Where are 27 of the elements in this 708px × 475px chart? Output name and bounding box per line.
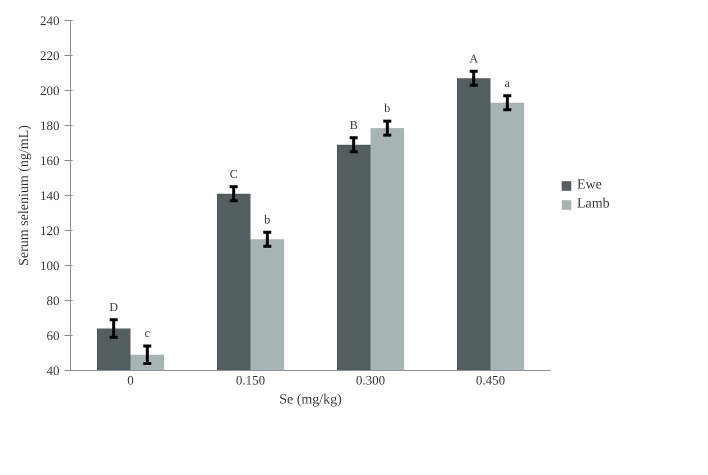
data-label: D xyxy=(109,300,118,314)
data-label: b xyxy=(384,101,390,116)
data-label: c xyxy=(144,326,150,340)
y-tick-label: 160 xyxy=(40,153,60,168)
y-axis-title: Serum selenium (ng/mL) xyxy=(17,124,32,266)
legend-label: Lamb xyxy=(577,196,610,212)
data-label: B xyxy=(350,118,358,132)
y-tick-label: 60 xyxy=(46,328,60,343)
data-label: A xyxy=(469,51,478,66)
data-label: C xyxy=(230,166,238,181)
x-tick-label: 0 xyxy=(127,372,134,388)
data-label: b xyxy=(264,212,270,226)
y-tick-label: 100 xyxy=(40,258,60,273)
y-tick-label: 200 xyxy=(40,83,60,98)
data-label: a xyxy=(504,76,511,90)
y-tick-label: 140 xyxy=(40,188,60,203)
legend-label: Ewe xyxy=(577,178,602,194)
y-tick-label: 220 xyxy=(40,48,60,63)
y-tick-label: 240 xyxy=(40,13,60,28)
y-tick-label: 80 xyxy=(46,293,60,308)
y-tick-label: 40 xyxy=(46,363,60,378)
x-tick-label: 0.300 xyxy=(356,372,386,388)
x-tick-label: 0.150 xyxy=(236,372,266,388)
x-axis-title: Se (mg/kg) xyxy=(279,392,342,408)
y-tick-label: 180 xyxy=(40,118,60,133)
x-tick-label: 0.450 xyxy=(476,372,506,388)
y-tick-label: 120 xyxy=(40,223,60,238)
